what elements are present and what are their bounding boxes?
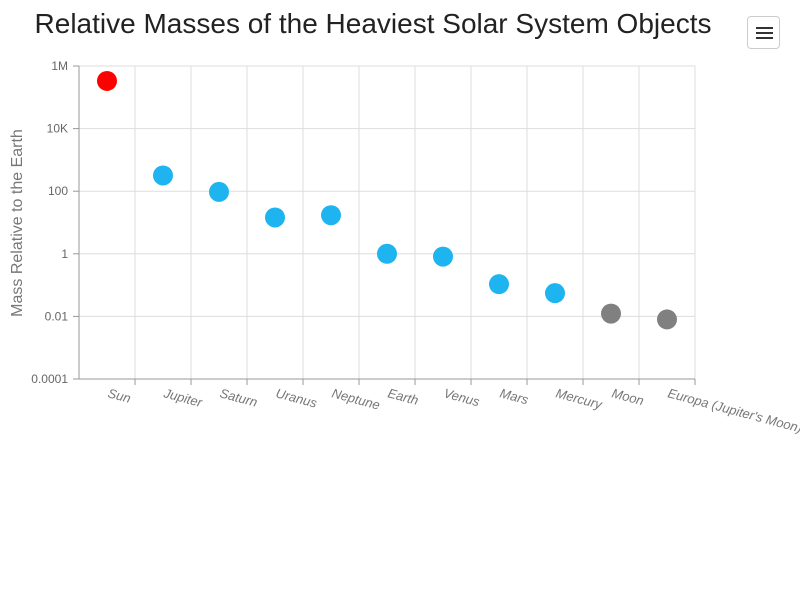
x-category-label: Europa (Jupiter's Moon) [666, 385, 800, 435]
y-axis-labels: 0.0001 0.01 1 100 10K 1M [31, 59, 68, 386]
x-category-label: Saturn [218, 385, 259, 409]
y-tick-label: 0.01 [45, 309, 69, 323]
x-category-label: Moon [610, 385, 645, 408]
x-category-label: Mars [498, 385, 530, 407]
y-tick-label: 1 [61, 247, 68, 261]
data-point[interactable] [377, 243, 397, 264]
x-category-label: Earth [386, 385, 420, 408]
chart-menu-button[interactable] [747, 16, 780, 49]
data-point[interactable] [321, 205, 341, 226]
data-point[interactable] [209, 181, 229, 202]
y-tick-label: 1M [51, 59, 68, 73]
x-category-label: Neptune [330, 385, 381, 412]
hamburger-menu-icon-line [756, 37, 773, 39]
x-category-label: Uranus [274, 385, 319, 410]
data-point[interactable] [153, 165, 173, 186]
chart-title: Relative Masses of the Heaviest Solar Sy… [34, 8, 712, 39]
data-point[interactable] [657, 309, 677, 330]
y-tick-label: 0.0001 [31, 372, 68, 386]
y-tick-label: 100 [48, 184, 68, 198]
data-point[interactable] [545, 283, 565, 304]
x-axis-labels: Sun Jupiter Saturn Uranus Neptune Earth Venus M… [106, 385, 800, 436]
data-point[interactable] [601, 303, 621, 324]
data-point[interactable] [97, 70, 117, 91]
grid [79, 65, 696, 380]
data-points [97, 70, 677, 330]
data-point[interactable] [489, 274, 509, 295]
hamburger-menu-icon [756, 27, 773, 29]
x-category-label: Sun [106, 385, 132, 405]
axes [73, 65, 696, 385]
hamburger-menu-icon-line [756, 32, 773, 34]
data-point[interactable] [433, 246, 453, 267]
data-point[interactable] [265, 207, 285, 228]
x-category-label: Mercury [554, 385, 605, 412]
x-category-label: Jupiter [161, 385, 204, 410]
y-tick-label: 10K [47, 122, 68, 136]
x-category-label: Venus [442, 385, 482, 409]
y-axis-title: Mass Relative to the Earth [9, 129, 26, 317]
